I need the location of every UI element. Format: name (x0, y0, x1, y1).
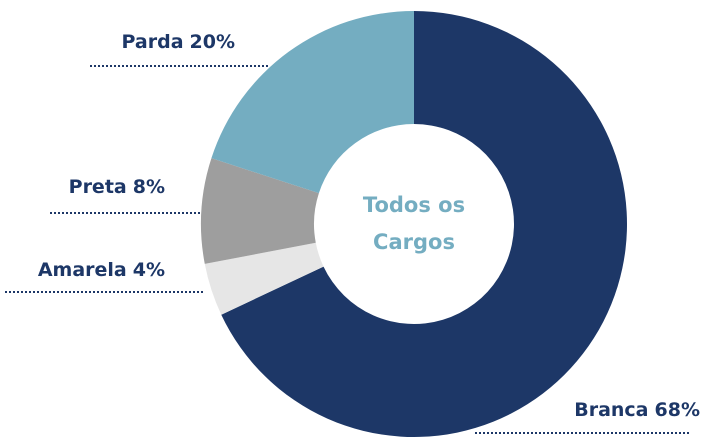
slice-label: Preta 8% (69, 176, 165, 198)
slice-label: Branca 68% (574, 399, 700, 421)
category-name: Amarela (38, 259, 127, 281)
center-label: Todos os (363, 193, 465, 217)
value-label: 68% (655, 399, 700, 421)
slice-label: Parda 20% (121, 31, 235, 53)
category-name: Preta (69, 176, 127, 198)
center-label: Cargos (373, 230, 455, 254)
category-name: Parda (121, 31, 183, 53)
category-name: Branca (574, 399, 648, 421)
donut-slice (211, 11, 414, 194)
value-label: 4% (133, 259, 165, 281)
slice-label: Amarela 4% (38, 259, 165, 281)
donut-slice (204, 242, 324, 315)
donut-slice (221, 11, 628, 437)
value-label: 8% (133, 176, 165, 198)
donut-slice (200, 158, 319, 264)
value-label: 20% (190, 31, 235, 53)
